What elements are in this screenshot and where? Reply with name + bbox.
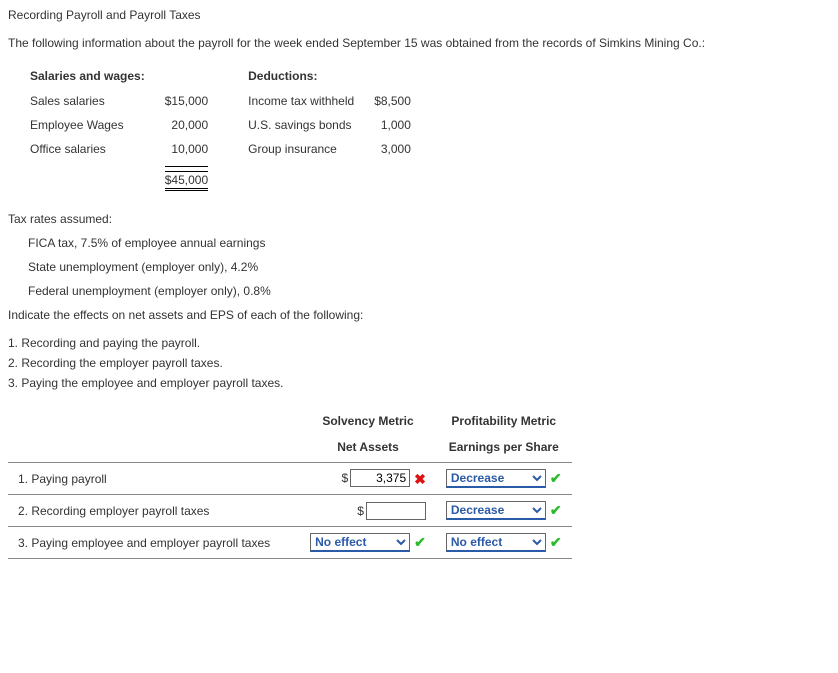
deduction-label: Income tax withheld (238, 89, 364, 113)
effects-list-item: 3. Paying the employee and employer payr… (8, 376, 830, 390)
salary-label: Sales salaries (20, 89, 155, 113)
deduction-value: $8,500 (364, 89, 421, 113)
payroll-data-table: Salaries and wages: Deductions: Sales sa… (20, 64, 421, 196)
dollar-sign: $ (357, 504, 364, 518)
eps-select[interactable]: IncreaseDecreaseNo effect (446, 469, 546, 488)
profitability-metric-header: Profitability Metric (436, 410, 572, 436)
dollar-sign: $ (341, 471, 348, 485)
check-icon: ✔ (550, 502, 562, 519)
answer-row-label: 3. Paying employee and employer payroll … (8, 527, 300, 559)
check-icon: ✔ (550, 534, 562, 551)
net-assets-subheader: Net Assets (300, 436, 436, 463)
salary-total: $45,000 (165, 171, 208, 191)
check-icon: ✔ (550, 470, 562, 487)
tax-rate-item: State unemployment (employer only), 4.2% (28, 260, 830, 274)
tax-rate-item: Federal unemployment (employer only), 0.… (28, 284, 830, 298)
instruction-text: Indicate the effects on net assets and E… (8, 308, 830, 322)
net-assets-select[interactable]: IncreaseDecreaseNo effect (310, 533, 410, 552)
solvency-metric-header: Solvency Metric (300, 410, 436, 436)
net-assets-input[interactable] (350, 469, 410, 487)
salary-value: $15,000 (155, 89, 218, 113)
page-title: Recording Payroll and Payroll Taxes (8, 8, 830, 22)
deductions-header: Deductions: (238, 64, 364, 89)
check-icon: ✔ (414, 534, 426, 551)
eps-select[interactable]: IncreaseDecreaseNo effect (446, 533, 546, 552)
tax-rates-header: Tax rates assumed: (8, 212, 830, 226)
answer-row-label: 2. Recording employer payroll taxes (8, 495, 300, 527)
tax-rate-item: FICA tax, 7.5% of employee annual earnin… (28, 236, 830, 250)
effects-list-item: 2. Recording the employer payroll taxes. (8, 356, 830, 370)
salary-label: Office salaries (20, 137, 155, 161)
salaries-header: Salaries and wages: (20, 64, 155, 89)
deduction-label: Group insurance (238, 137, 364, 161)
answer-row-label: 1. Paying payroll (8, 463, 300, 495)
effects-list: 1. Recording and paying the payroll. 2. … (8, 336, 830, 390)
tax-rates-list: FICA tax, 7.5% of employee annual earnin… (28, 236, 830, 298)
eps-select[interactable]: IncreaseDecreaseNo effect (446, 501, 546, 520)
deduction-value: 1,000 (364, 113, 421, 137)
deduction-label: U.S. savings bonds (238, 113, 364, 137)
eps-subheader: Earnings per Share (436, 436, 572, 463)
intro-text: The following information about the payr… (8, 36, 830, 50)
salary-value: 10,000 (155, 137, 218, 161)
deduction-value: 3,000 (364, 137, 421, 161)
effects-list-item: 1. Recording and paying the payroll. (8, 336, 830, 350)
answer-table: Solvency Metric Profitability Metric Net… (8, 410, 572, 559)
net-assets-input[interactable] (366, 502, 426, 520)
salary-value: 20,000 (155, 113, 218, 137)
salary-label: Employee Wages (20, 113, 155, 137)
cross-icon: ✖ (414, 471, 426, 488)
